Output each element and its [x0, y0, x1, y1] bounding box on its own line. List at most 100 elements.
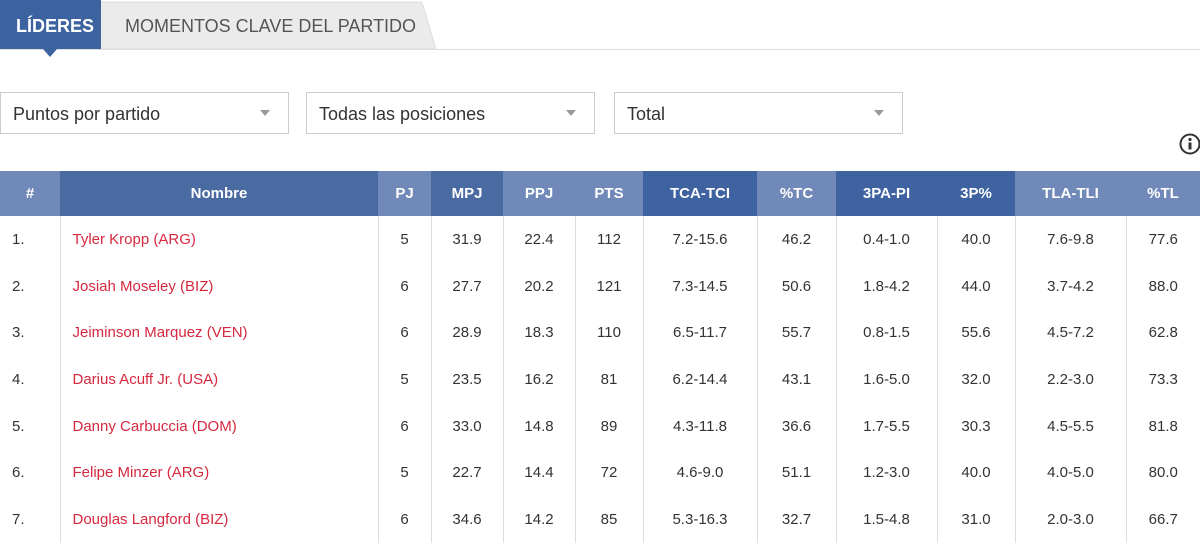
tab[interactable]: MOMENTOS CLAVE DEL PARTIDO — [125, 16, 417, 36]
table-row: 7. Douglas Langford (BIZ) 6 34.6 14.2 85 5.3-1… — [0, 496, 1200, 543]
table-cell: 28.9 — [430, 309, 503, 357]
table-cell: 7.3-14.5 — [642, 262, 757, 310]
table-cell: 40.0 — [936, 449, 1015, 497]
table-cell: 7.6-9.8 — [1014, 216, 1126, 263]
dropdown-label: Total — [627, 104, 666, 124]
column-header[interactable]: PJ — [378, 171, 431, 216]
table-cell: 2.0-3.0 — [1014, 496, 1126, 543]
column-header[interactable]: Nombre — [60, 171, 378, 216]
info-icon[interactable] — [1179, 133, 1200, 157]
table-cell: 77.6 — [1125, 216, 1200, 263]
table-cell: 3. — [12, 324, 25, 342]
table-cell: 88.0 — [1125, 262, 1200, 310]
table-cell: 5 — [377, 449, 431, 497]
column-header[interactable]: # — [0, 171, 60, 216]
column-header[interactable]: TLA-TLI — [1015, 171, 1126, 216]
table-cell: 2.2-3.0 — [1014, 356, 1126, 403]
table-cell: 55.7 — [756, 309, 836, 357]
table-cell: 66.7 — [1125, 496, 1200, 543]
table-cell: 0.8-1.5 — [835, 309, 937, 357]
table-cell: 32.7 — [756, 496, 836, 543]
header-row: # Nombre PJ MPJ PPJ PTS TCA-TCI %TC 3PA-PI 3P% TLA… — [0, 171, 1200, 216]
table-cell: 43.1 — [756, 356, 836, 403]
dropdown[interactable]: Total — [614, 92, 903, 134]
tab-background-active[interactable] — [0, 0, 101, 49]
player-link[interactable]: Danny Carbuccia (DOM) — [59, 402, 378, 450]
table-row: 5. Danny Carbuccia (DOM) 6 33.0 14.8 89 4.3-11… — [0, 402, 1200, 450]
table-cell: 112 — [574, 216, 643, 263]
table-cell: 4.0-5.0 — [1014, 449, 1126, 497]
column-header[interactable]: PTS — [575, 171, 643, 216]
table-cell: 5 — [377, 356, 431, 403]
table-cell: 62.8 — [1125, 309, 1200, 357]
table-cell: 40.0 — [936, 216, 1015, 263]
table-cell: 0.4-1.0 — [835, 216, 937, 263]
table-row: 3. Jeiminson Marquez (VEN) 6 28.9 18.3 110 6.5… — [0, 309, 1200, 357]
player-link[interactable]: Darius Acuff Jr. (USA) — [59, 356, 378, 403]
column-header[interactable]: MPJ — [431, 171, 503, 216]
table-row: 1. Tyler Kropp (ARG) 5 31.9 22.4 112 7.2-15.6 4… — [0, 216, 1200, 263]
stats-table: # Nombre PJ MPJ PPJ PTS TCA-TCI %TC 3PA-PI 3P% TLA… — [0, 171, 1200, 543]
table-cell: 14.4 — [502, 449, 575, 497]
table-cell: 7.2-15.6 — [642, 216, 757, 263]
table-cell: 55.6 — [936, 309, 1015, 357]
table-cell: 4.6-9.0 — [642, 449, 757, 497]
table-cell: 1.2-3.0 — [835, 449, 937, 497]
table-cell: 72 — [574, 449, 643, 497]
player-link[interactable]: Douglas Langford (BIZ) — [59, 496, 378, 543]
table-cell: 30.3 — [936, 402, 1015, 450]
table-cell: 5. — [12, 417, 25, 435]
player-link[interactable]: Jeiminson Marquez (VEN) — [59, 309, 378, 357]
column-header[interactable]: TCA-TCI — [643, 171, 757, 216]
table-cell: 34.6 — [430, 496, 503, 543]
dropdown-arrow — [566, 110, 576, 116]
table-cell: 18.3 — [502, 309, 575, 357]
table-cell: 4.5-7.2 — [1014, 309, 1126, 357]
table-cell: 1.5-4.8 — [835, 496, 937, 543]
table-cell: 23.5 — [430, 356, 503, 403]
dropdown[interactable]: Puntos por partido — [0, 92, 289, 134]
tab[interactable]: LÍDERES — [16, 16, 95, 36]
table-cell: 6 — [377, 309, 431, 357]
table-cell: 6. — [12, 464, 25, 482]
table-cell: 27.7 — [430, 262, 503, 310]
table-cell: 51.1 — [756, 449, 836, 497]
tab-pointer — [43, 49, 57, 57]
column-header[interactable]: PPJ — [503, 171, 575, 216]
table-row: 2. Josiah Moseley (BIZ) 6 27.7 20.2 121 7.3-14… — [0, 262, 1200, 310]
table-cell: 31.9 — [430, 216, 503, 263]
table-cell: 36.6 — [756, 402, 836, 450]
table-cell: 20.2 — [502, 262, 575, 310]
table-cell: 121 — [574, 262, 643, 310]
column-header[interactable]: %TC — [757, 171, 836, 216]
column-header[interactable]: 3PA-PI — [836, 171, 937, 216]
table-cell: 46.2 — [756, 216, 836, 263]
table-cell: 6 — [377, 402, 431, 450]
table-cell: 89 — [574, 402, 643, 450]
player-link[interactable]: Felipe Minzer (ARG) — [59, 449, 378, 497]
table-cell: 5.3-16.3 — [642, 496, 757, 543]
table-row: 4. Darius Acuff Jr. (USA) 5 23.5 16.2 81 6.2-1… — [0, 356, 1200, 403]
table-cell: 44.0 — [936, 262, 1015, 310]
player-link[interactable]: Tyler Kropp (ARG) — [59, 216, 378, 263]
column-header[interactable]: %TL — [1126, 171, 1200, 216]
table-cell: 110 — [574, 309, 643, 357]
table-cell: 81 — [574, 356, 643, 403]
table-cell: 22.4 — [502, 216, 575, 263]
dropdown[interactable]: Todas las posiciones — [306, 92, 595, 134]
player-link[interactable]: Josiah Moseley (BIZ) — [59, 262, 378, 310]
table-cell: 4.5-5.5 — [1014, 402, 1126, 450]
table-row: 6. Felipe Minzer (ARG) 5 22.7 14.4 72 4.6-9.0 5… — [0, 449, 1200, 497]
dropdown-arrow — [260, 110, 270, 116]
table-cell: 1.7-5.5 — [835, 402, 937, 450]
table-cell: 81.8 — [1125, 402, 1200, 450]
table-cell: 4.3-11.8 — [642, 402, 757, 450]
table-cell: 3.7-4.2 — [1014, 262, 1126, 310]
table-cell: 22.7 — [430, 449, 503, 497]
column-header[interactable]: 3P% — [937, 171, 1015, 216]
table-cell: 6 — [377, 496, 431, 543]
table-cell: 1.8-4.2 — [835, 262, 937, 310]
dropdown-arrow — [874, 110, 884, 116]
table-cell: 14.2 — [502, 496, 575, 543]
